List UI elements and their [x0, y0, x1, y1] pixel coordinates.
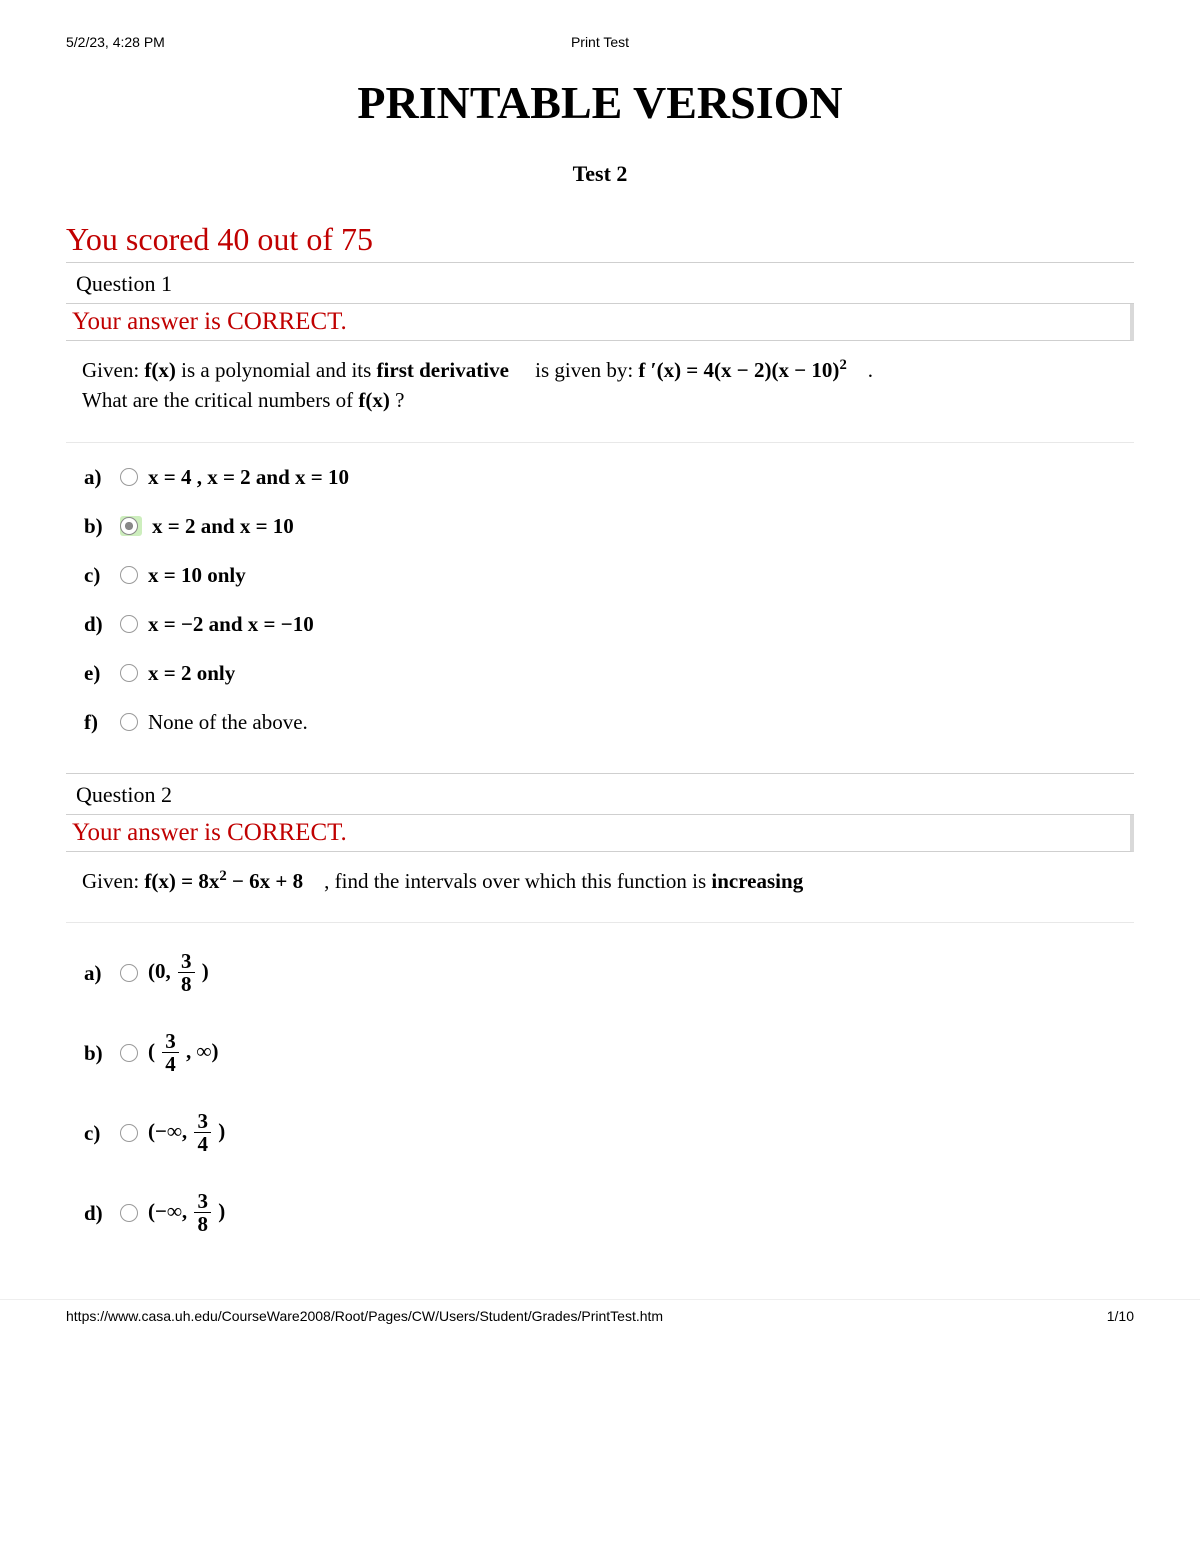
option-letter: d): [84, 612, 110, 637]
question-1-heading: Question 1: [66, 263, 1134, 304]
footer-page-number: 1/10: [1107, 1308, 1134, 1324]
q1-prompt-text: Given:: [82, 358, 144, 382]
question-2: Question 2 Your answer is CORRECT. Given…: [66, 773, 1134, 1279]
option-text: (0, 38 ): [148, 951, 209, 995]
radio-icon: [120, 964, 138, 982]
question-1: Question 1 Your answer is CORRECT. Given…: [66, 262, 1134, 773]
q1-fx: f(x): [144, 358, 175, 382]
radio-icon: [120, 615, 138, 633]
q1-option-b[interactable]: b) x = 2 and x = 10: [66, 502, 1134, 551]
print-date: 5/2/23, 4:28 PM: [66, 34, 165, 50]
radio-icon: [120, 713, 138, 731]
print-footer: https://www.casa.uh.edu/CourseWare2008/R…: [0, 1299, 1200, 1338]
q1-option-d[interactable]: d) x = −2 and x = −10: [66, 600, 1134, 649]
radio-icon: [120, 566, 138, 584]
question-1-feedback: Your answer is CORRECT.: [66, 304, 1134, 341]
fraction: 38: [178, 951, 195, 995]
option-text: ( 34 , ∞): [148, 1031, 218, 1075]
radio-icon: [120, 1044, 138, 1062]
option-text: (−∞, 38 ): [148, 1191, 225, 1235]
option-letter: a): [84, 465, 110, 490]
q2-option-d[interactable]: d) (−∞, 38 ): [66, 1173, 1134, 1253]
q2-mid: , find the intervals over which this fun…: [319, 869, 712, 893]
question-2-prompt: Given: f(x) = 8x2 − 6x + 8 , find the in…: [66, 852, 1134, 923]
score-text: You scored 40 out of 75: [66, 221, 1134, 258]
question-2-options: a) (0, 38 ) b) ( 34 , ∞) c): [66, 923, 1134, 1279]
q1-mid2: is given by:: [530, 358, 639, 382]
radio-icon: [120, 468, 138, 486]
q1-option-c[interactable]: c) x = 10 only: [66, 551, 1134, 600]
option-text: x = 10 only: [148, 563, 246, 588]
option-text: x = 4 , x = 2 and x = 10: [148, 465, 349, 490]
option-letter: b): [84, 514, 110, 539]
fraction: 34: [162, 1031, 179, 1075]
main-title: PRINTABLE VERSION: [66, 76, 1134, 129]
option-text: (−∞, 34 ): [148, 1111, 225, 1155]
option-letter: a): [84, 961, 110, 986]
q1-tail: .: [863, 358, 874, 382]
q1-mid1: is a polynomial and its: [176, 358, 377, 382]
option-letter: c): [84, 1121, 110, 1146]
radio-icon: [120, 1204, 138, 1222]
q1-fd: first derivative: [377, 358, 509, 382]
q2-expr: f(x) = 8x2 − 6x + 8: [144, 869, 303, 893]
option-text: None of the above.: [148, 710, 308, 735]
option-text: x = 2 and x = 10: [152, 514, 294, 539]
test-label: Test 2: [66, 161, 1134, 187]
fraction: 38: [194, 1191, 211, 1235]
q2-option-a[interactable]: a) (0, 38 ): [66, 933, 1134, 1013]
print-title: Print Test: [0, 34, 1200, 50]
option-letter: c): [84, 563, 110, 588]
q1-option-e[interactable]: e) x = 2 only: [66, 649, 1134, 698]
q1-deriv: f ′(x) = 4(x − 2)(x − 10)2: [638, 358, 846, 382]
question-1-options: a) x = 4 , x = 2 and x = 10 b) x = 2 and…: [66, 443, 1134, 773]
q1-line2b: f(x): [358, 388, 389, 412]
option-letter: e): [84, 661, 110, 686]
radio-icon: [120, 517, 138, 535]
question-1-prompt: Given: f(x) is a polynomial and its firs…: [66, 341, 1134, 443]
q1-line2a: What are the critical numbers of: [82, 388, 358, 412]
q2-pre: Given:: [82, 869, 144, 893]
q2-inc: increasing: [711, 869, 803, 893]
q2-option-b[interactable]: b) ( 34 , ∞): [66, 1013, 1134, 1093]
fraction: 34: [194, 1111, 211, 1155]
q1-line2c: ?: [390, 388, 405, 412]
q1-option-f[interactable]: f) None of the above.: [66, 698, 1134, 747]
correct-highlight: [120, 516, 142, 536]
question-2-feedback: Your answer is CORRECT.: [66, 815, 1134, 852]
question-2-heading: Question 2: [66, 774, 1134, 815]
q2-option-c[interactable]: c) (−∞, 34 ): [66, 1093, 1134, 1173]
option-text: x = 2 only: [148, 661, 235, 686]
print-header: 5/2/23, 4:28 PM Print Test: [66, 34, 1134, 50]
q1-option-a[interactable]: a) x = 4 , x = 2 and x = 10: [66, 453, 1134, 502]
option-letter: d): [84, 1201, 110, 1226]
footer-url: https://www.casa.uh.edu/CourseWare2008/R…: [66, 1308, 663, 1324]
page: 5/2/23, 4:28 PM Print Test PRINTABLE VER…: [0, 0, 1200, 1299]
radio-icon: [120, 1124, 138, 1142]
radio-icon: [120, 664, 138, 682]
option-text: x = −2 and x = −10: [148, 612, 314, 637]
option-letter: b): [84, 1041, 110, 1066]
option-letter: f): [84, 710, 110, 735]
print-spacer: [1130, 34, 1134, 50]
